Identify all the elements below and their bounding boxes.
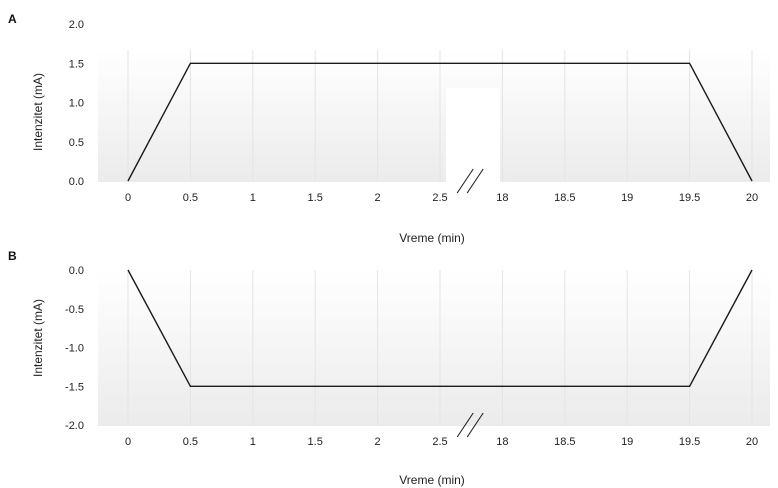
series-line-b xyxy=(127,269,753,387)
axis-break-mark-b xyxy=(456,412,484,438)
x-tick-label-b-1: 0.5 xyxy=(183,436,198,448)
y-tick-labels-a: 2.0 1.5 1.0 0.5 0.0 xyxy=(69,19,84,188)
y-axis-title-a: Intenzitet (mA) xyxy=(31,73,45,151)
x-tick-labels-a: 0 0.5 1 1.5 2 2.5 18 18.5 19 19.5 20 xyxy=(125,192,758,204)
x-tick-label-a-8: 19 xyxy=(621,192,633,204)
x-tick-label-a-10: 20 xyxy=(746,192,758,204)
x-tick-label-b-5: 2.5 xyxy=(432,436,447,448)
x-tick-label-a-2: 1 xyxy=(250,192,256,204)
x-axis-title-b: Vreme (min) xyxy=(399,473,465,487)
x-tick-labels-b: 0 0.5 1 1.5 2 2.5 18 18.5 19 19.5 20 xyxy=(125,436,758,448)
y-tick-labels-b: 0.0 -0.5 -1.0 -1.5 -2.0 xyxy=(65,265,84,432)
y-tick-label-a-3: 0.5 xyxy=(69,137,84,149)
x-tick-label-b-8: 19 xyxy=(621,436,633,448)
x-tick-label-b-9: 19.5 xyxy=(679,436,700,448)
break-slash-b-1 xyxy=(456,412,474,438)
x-tick-label-b-2: 1 xyxy=(250,436,256,448)
break-slash-b-2 xyxy=(466,412,484,438)
x-tick-label-a-4: 2 xyxy=(375,192,381,204)
axis-break-gap-a xyxy=(446,88,500,188)
y-tick-label-a-0: 2.0 xyxy=(69,19,84,31)
chart-panel-a: A 2.0 1.5 1.0 0.5 0.0 0 0.5 1 1.5 2 2.5 18 18.5 19 19… xyxy=(8,12,770,245)
x-tick-label-a-3: 1.5 xyxy=(308,192,323,204)
x-tick-label-b-10: 20 xyxy=(746,436,758,448)
gridlines-a xyxy=(127,50,753,181)
y-tick-label-b-2: -1.0 xyxy=(65,343,84,355)
chart-panel-b: B 0.0 -0.5 -1.0 -1.5 -2.0 0 0.5 1 1.5 2 2.5 18 18.5… xyxy=(8,249,770,487)
x-tick-label-a-5: 2.5 xyxy=(432,192,447,204)
y-tick-label-b-3: -1.5 xyxy=(65,381,84,393)
x-tick-label-a-1: 0.5 xyxy=(183,192,198,204)
x-tick-label-a-6: 18 xyxy=(496,192,508,204)
x-tick-label-b-7: 18.5 xyxy=(554,436,575,448)
y-axis-title-b: Intenzitet (mA) xyxy=(31,299,45,377)
x-tick-label-b-4: 2 xyxy=(375,436,381,448)
plot-area-background-a xyxy=(98,50,770,182)
x-tick-label-b-6: 18 xyxy=(496,436,508,448)
break-slash-a-1 xyxy=(456,168,474,194)
y-tick-label-a-2: 1.0 xyxy=(69,98,84,110)
x-tick-label-a-7: 18.5 xyxy=(554,192,575,204)
y-tick-label-a-4: 0.0 xyxy=(69,176,84,188)
y-tick-label-a-1: 1.5 xyxy=(69,58,84,70)
x-tick-label-a-0: 0 xyxy=(125,192,131,204)
plot-area-background-b xyxy=(98,271,770,426)
x-tick-label-b-0: 0 xyxy=(125,436,131,448)
panel-label-b: B xyxy=(8,249,17,263)
gridlines-b xyxy=(127,270,753,425)
break-slash-a-2 xyxy=(466,168,484,194)
series-line-a xyxy=(127,62,753,182)
x-tick-label-b-3: 1.5 xyxy=(308,436,323,448)
y-tick-label-b-0: 0.0 xyxy=(69,265,84,277)
y-tick-label-b-1: -0.5 xyxy=(65,304,84,316)
y-tick-label-b-4: -2.0 xyxy=(65,420,84,432)
axis-break-mark-a xyxy=(456,168,484,194)
x-tick-label-a-9: 19.5 xyxy=(679,192,700,204)
panel-label-a: A xyxy=(8,12,17,26)
x-axis-title-a: Vreme (min) xyxy=(399,231,465,245)
